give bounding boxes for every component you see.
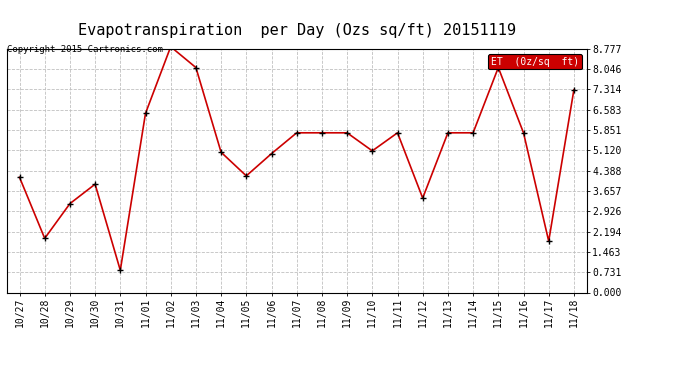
Text: Evapotranspiration  per Day (Ozs sq/ft) 20151119: Evapotranspiration per Day (Ozs sq/ft) 2… <box>78 22 515 38</box>
Text: Copyright 2015 Cartronics.com: Copyright 2015 Cartronics.com <box>7 45 163 54</box>
Legend: ET  (0z/sq  ft): ET (0z/sq ft) <box>488 54 582 69</box>
